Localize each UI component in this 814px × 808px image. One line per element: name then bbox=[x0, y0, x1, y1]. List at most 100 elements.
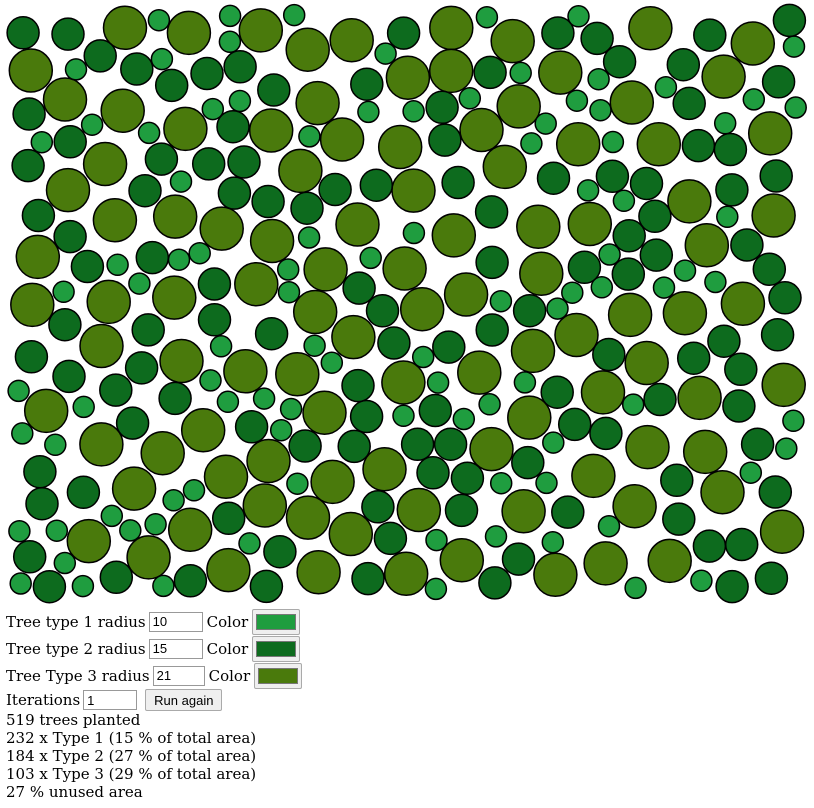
tree-type2 bbox=[602, 44, 637, 79]
type2-radius-input[interactable] bbox=[148, 638, 203, 659]
type2-color-swatch bbox=[256, 640, 297, 657]
type1-color-picker[interactable] bbox=[252, 608, 301, 635]
tree-type3 bbox=[667, 179, 712, 224]
type3-radius-input[interactable] bbox=[152, 665, 205, 686]
tree-type1 bbox=[218, 30, 242, 54]
tree-type3 bbox=[295, 80, 340, 126]
tree-type1 bbox=[452, 407, 476, 431]
tree-type3 bbox=[751, 193, 796, 238]
tree-type3 bbox=[335, 202, 380, 247]
tree-type3 bbox=[180, 408, 226, 453]
iterations-label: Iterations bbox=[6, 691, 81, 709]
tree-type3 bbox=[612, 483, 657, 529]
tree-type2 bbox=[52, 359, 86, 394]
tree-type2 bbox=[474, 195, 509, 229]
tree-type2 bbox=[759, 159, 793, 193]
tree-type2 bbox=[475, 245, 509, 280]
tree-type2 bbox=[53, 125, 87, 159]
tree-type3 bbox=[555, 122, 601, 167]
tree-type3 bbox=[248, 108, 294, 153]
tree-type3 bbox=[238, 8, 284, 53]
tree-type1 bbox=[282, 3, 306, 27]
tree-type1 bbox=[392, 404, 415, 428]
tree-type1 bbox=[279, 397, 303, 421]
tree-type3 bbox=[510, 328, 556, 374]
tree-type2 bbox=[349, 399, 384, 434]
tree-type1 bbox=[621, 393, 645, 416]
tree-type1 bbox=[44, 433, 67, 457]
tree-type1 bbox=[612, 189, 636, 213]
type3-color-picker[interactable] bbox=[254, 662, 303, 689]
tree-type2 bbox=[290, 191, 324, 225]
tree-type2 bbox=[752, 252, 787, 286]
tree-type1 bbox=[654, 75, 678, 99]
tree-type3 bbox=[166, 10, 212, 56]
tree-type3 bbox=[439, 538, 485, 583]
tree-type3 bbox=[701, 54, 746, 99]
tree-type2 bbox=[580, 21, 614, 56]
tree-type3 bbox=[126, 535, 171, 580]
tree-type1 bbox=[673, 259, 697, 282]
tree-type2 bbox=[227, 145, 261, 179]
tree-type2 bbox=[676, 341, 711, 375]
run-again-button[interactable]: Run again bbox=[145, 689, 223, 711]
tree-type2 bbox=[53, 219, 87, 254]
tree-type2 bbox=[501, 542, 536, 576]
tree-type2 bbox=[450, 461, 485, 495]
tree-type1 bbox=[169, 170, 193, 193]
tree-type2 bbox=[359, 168, 394, 202]
tree-type3 bbox=[571, 453, 616, 499]
tree-type3 bbox=[275, 352, 320, 397]
tree-type3 bbox=[82, 141, 128, 187]
tree-type1 bbox=[162, 489, 185, 512]
tree-type2 bbox=[425, 90, 459, 125]
tree-type2 bbox=[761, 65, 796, 99]
forest-plot bbox=[6, 3, 807, 604]
type3-color-label: Color bbox=[208, 666, 251, 685]
tree-type1 bbox=[64, 58, 88, 81]
tree-type1 bbox=[218, 4, 242, 28]
tree-type1 bbox=[9, 572, 32, 595]
tree-type3 bbox=[459, 107, 504, 153]
type2-radius-label: Tree type 2 radius bbox=[6, 639, 146, 658]
iterations-input[interactable] bbox=[83, 690, 138, 710]
tree-type1 bbox=[100, 504, 124, 528]
tree-type3 bbox=[167, 507, 213, 553]
tree-type3 bbox=[234, 261, 279, 307]
tree-type3 bbox=[538, 50, 583, 95]
tree-type1 bbox=[357, 100, 380, 124]
tree-type2 bbox=[257, 73, 291, 107]
tree-type2 bbox=[473, 55, 507, 90]
tree-type1 bbox=[320, 351, 344, 374]
tree-type2 bbox=[217, 176, 252, 210]
tree-type3 bbox=[469, 426, 514, 472]
tree-type2 bbox=[666, 47, 701, 82]
tree-type3 bbox=[102, 5, 148, 51]
tree-type1 bbox=[199, 369, 222, 392]
tree-type2 bbox=[361, 490, 395, 524]
tree-type2 bbox=[681, 128, 716, 163]
tree-type2 bbox=[512, 293, 547, 328]
tree-type3 bbox=[92, 197, 138, 243]
tree-type1 bbox=[782, 35, 806, 58]
tree-type3 bbox=[747, 111, 793, 156]
tree-type3 bbox=[647, 538, 692, 584]
tree-type1 bbox=[147, 8, 171, 32]
tree-type3 bbox=[554, 312, 599, 358]
tree-type2 bbox=[660, 463, 694, 498]
tree-type1 bbox=[119, 519, 142, 542]
type1-radius-input[interactable] bbox=[148, 611, 203, 632]
tree-type2 bbox=[197, 267, 232, 301]
tree-type1 bbox=[286, 472, 309, 495]
tree-type3 bbox=[533, 552, 578, 598]
tree-type3 bbox=[507, 395, 552, 440]
tree-type3 bbox=[329, 17, 374, 63]
tree-type2 bbox=[692, 529, 727, 563]
type2-color-picker[interactable] bbox=[252, 635, 301, 662]
tree-type2 bbox=[70, 249, 105, 284]
tree-type3 bbox=[296, 550, 341, 595]
tree-type3 bbox=[501, 489, 546, 534]
tree-type2 bbox=[173, 564, 208, 598]
tree-type3 bbox=[624, 340, 669, 386]
tree-type3 bbox=[79, 323, 124, 369]
